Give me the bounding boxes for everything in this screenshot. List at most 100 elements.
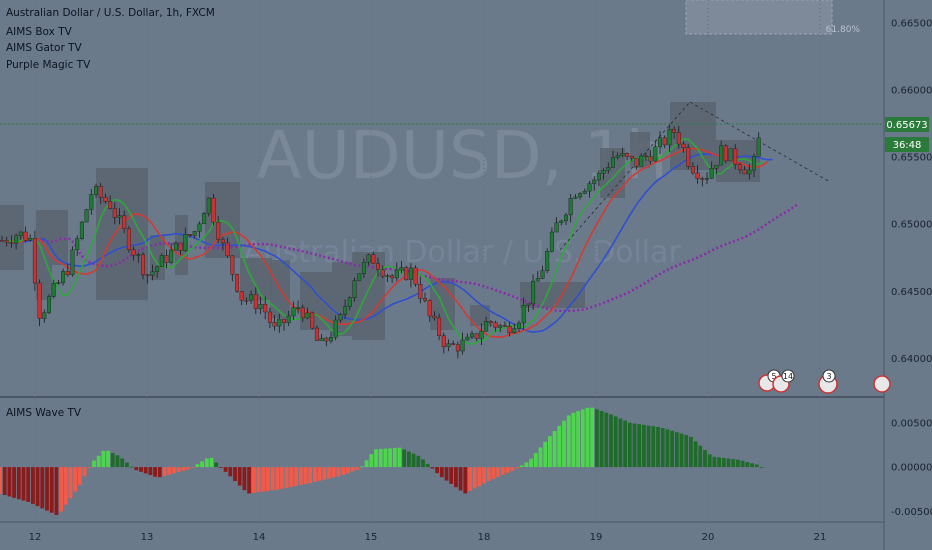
candle[interactable] — [314, 327, 319, 341]
sub-panel[interactable] — [0, 398, 884, 522]
candle[interactable] — [145, 274, 150, 276]
candle[interactable] — [37, 282, 42, 319]
candle[interactable] — [437, 317, 442, 336]
candle[interactable] — [187, 234, 192, 236]
candle[interactable] — [150, 271, 155, 276]
candle[interactable] — [98, 186, 103, 198]
candle[interactable] — [465, 336, 470, 341]
candle[interactable] — [413, 267, 418, 285]
candle[interactable] — [371, 254, 376, 264]
candle[interactable] — [408, 267, 413, 280]
candle[interactable] — [230, 255, 235, 275]
candle[interactable] — [752, 155, 757, 171]
candle[interactable] — [653, 146, 658, 162]
candle[interactable] — [126, 228, 131, 250]
candle-layer[interactable] — [0, 123, 761, 359]
candle[interactable] — [535, 278, 540, 282]
candle[interactable] — [286, 315, 291, 324]
candle[interactable] — [192, 231, 197, 236]
candle[interactable] — [263, 304, 268, 313]
candle[interactable] — [690, 166, 695, 174]
candle[interactable] — [629, 156, 634, 159]
candle[interactable] — [493, 322, 498, 328]
candle[interactable] — [300, 307, 305, 319]
candle[interactable] — [742, 169, 747, 175]
candle[interactable] — [32, 237, 37, 284]
candle[interactable] — [517, 322, 522, 329]
candle[interactable] — [253, 294, 258, 309]
candle[interactable] — [578, 193, 583, 198]
candle[interactable] — [112, 208, 117, 218]
candle[interactable] — [122, 215, 127, 229]
symbol-title[interactable]: Australian Dollar / U.S. Dollar, 1h, FXC… — [6, 7, 215, 19]
candle[interactable] — [611, 157, 616, 168]
candle[interactable] — [296, 307, 301, 309]
event-badge-4[interactable] — [873, 375, 891, 393]
candle[interactable] — [56, 282, 61, 284]
candle[interactable] — [733, 148, 738, 165]
candle[interactable] — [108, 201, 113, 209]
candle[interactable] — [582, 190, 587, 194]
candle[interactable] — [498, 325, 503, 328]
fib-retracement-box[interactable] — [685, 0, 833, 35]
candle[interactable] — [117, 215, 122, 218]
candle[interactable] — [155, 266, 160, 272]
candle[interactable] — [225, 242, 230, 257]
indicator-purple-magic[interactable]: Purple Magic TV — [6, 59, 91, 71]
candle[interactable] — [324, 337, 329, 342]
event-badge-2[interactable]: 14 — [772, 369, 795, 393]
candle[interactable] — [625, 153, 630, 157]
candle[interactable] — [672, 129, 677, 133]
candle[interactable] — [587, 183, 592, 192]
candle[interactable] — [18, 231, 23, 237]
candle[interactable] — [206, 197, 211, 214]
candle[interactable] — [554, 222, 559, 233]
candle[interactable] — [173, 242, 178, 251]
candle[interactable] — [28, 237, 33, 241]
candle[interactable] — [418, 283, 423, 299]
trend-line[interactable] — [559, 101, 691, 251]
candle[interactable] — [432, 315, 437, 319]
candle[interactable] — [404, 267, 409, 280]
candle[interactable] — [305, 312, 310, 319]
candle[interactable] — [258, 304, 263, 309]
candle[interactable] — [338, 314, 343, 321]
candle[interactable] — [568, 198, 573, 216]
candle[interactable] — [319, 337, 324, 341]
candle[interactable] — [737, 164, 742, 171]
candle[interactable] — [89, 194, 94, 210]
candle[interactable] — [23, 231, 28, 241]
candle[interactable] — [658, 137, 663, 148]
candle[interactable] — [366, 254, 371, 263]
candle[interactable] — [484, 321, 489, 332]
candle[interactable] — [75, 238, 80, 251]
candle[interactable] — [9, 242, 14, 244]
candle[interactable] — [216, 221, 221, 240]
candle[interactable] — [681, 143, 686, 148]
candle[interactable] — [723, 145, 728, 162]
candle[interactable] — [220, 239, 225, 244]
candle[interactable] — [267, 311, 272, 323]
candle[interactable] — [178, 242, 183, 251]
candle[interactable] — [61, 271, 66, 283]
candle[interactable] — [540, 270, 545, 279]
candle[interactable] — [564, 214, 569, 222]
candle[interactable] — [385, 275, 390, 277]
event-badge-3[interactable]: 3 — [818, 369, 838, 394]
candle[interactable] — [427, 300, 432, 317]
candle[interactable] — [244, 300, 249, 302]
candle[interactable] — [521, 305, 526, 324]
candle[interactable] — [667, 129, 672, 146]
candle[interactable] — [347, 297, 352, 307]
candle[interactable] — [249, 294, 254, 301]
candle[interactable] — [357, 273, 362, 281]
candle[interactable] — [502, 325, 507, 327]
candle[interactable] — [676, 132, 681, 145]
candle[interactable] — [705, 178, 710, 180]
candle[interactable] — [643, 155, 648, 158]
candle[interactable] — [84, 209, 89, 223]
candle[interactable] — [719, 145, 724, 166]
candle[interactable] — [394, 269, 399, 279]
